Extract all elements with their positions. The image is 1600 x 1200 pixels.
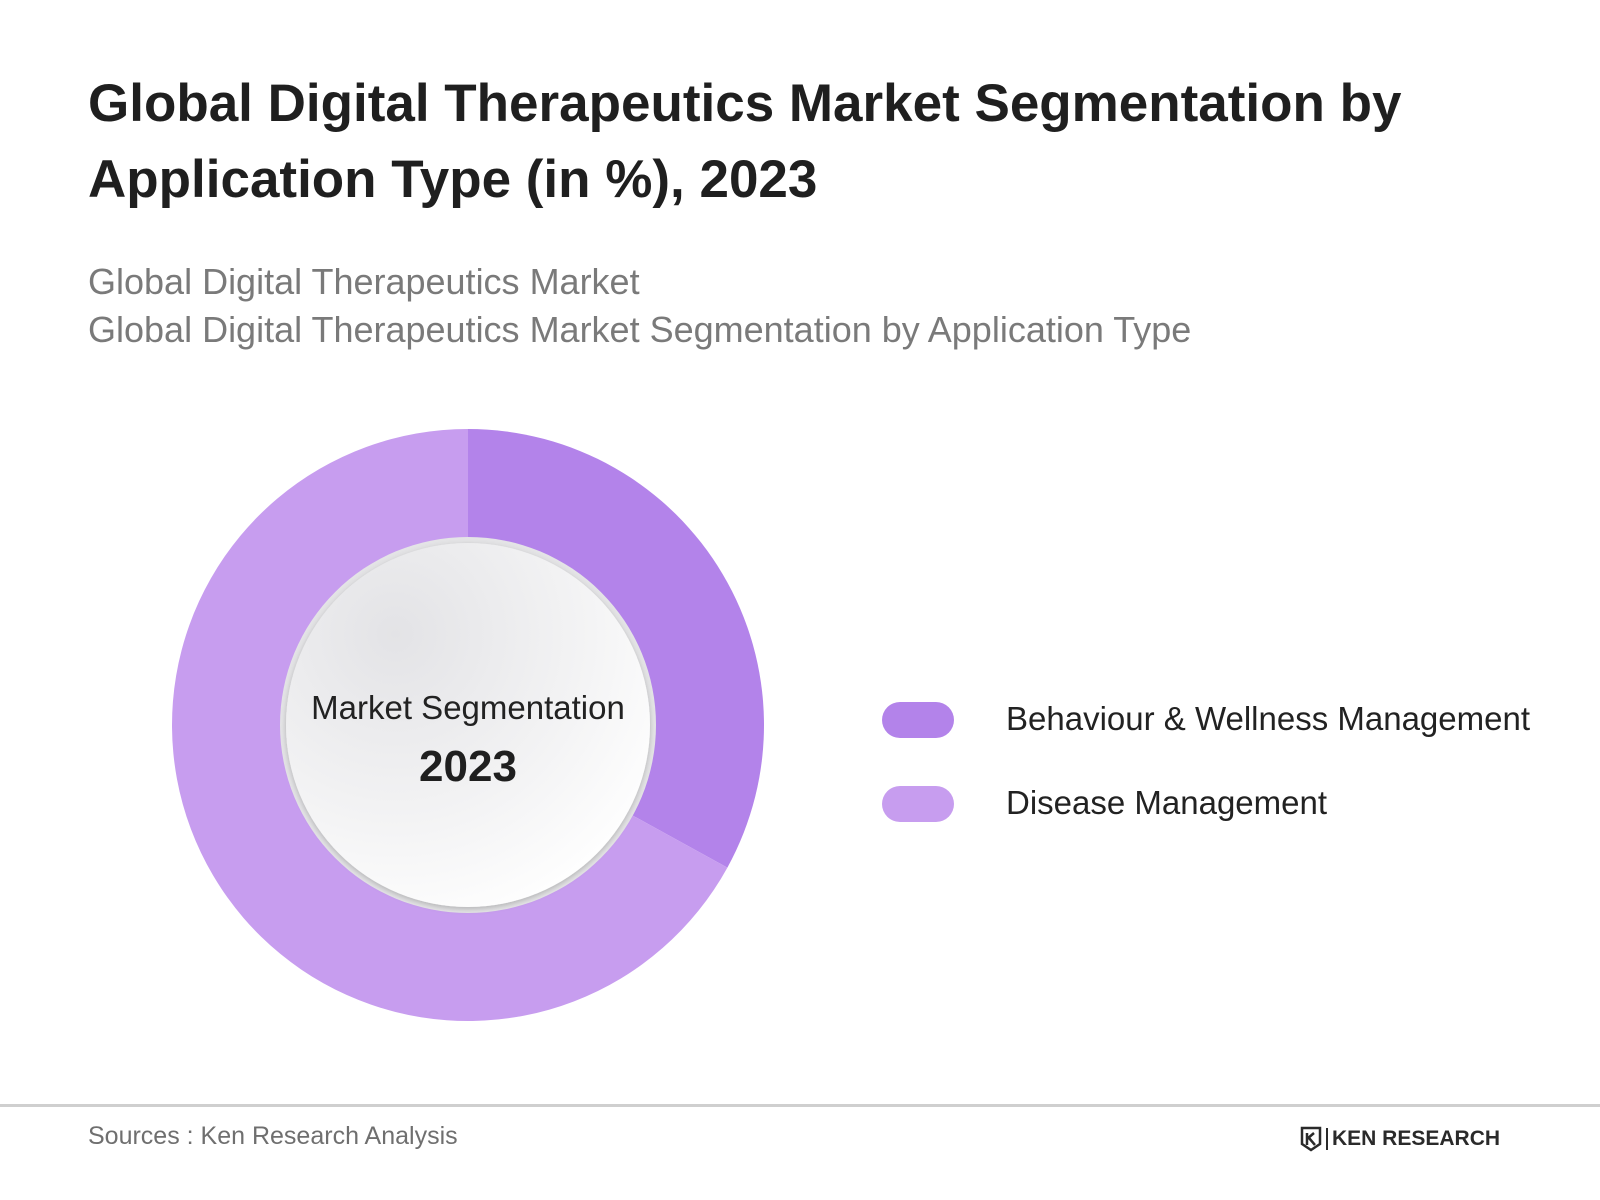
brand-logo: KEN RESEARCH — [1300, 1124, 1500, 1154]
donut-center-year: 2023 — [419, 742, 517, 791]
chart-subtitle-segmentation: Global Digital Therapeutics Market Segme… — [88, 309, 1192, 350]
ken-research-logo-icon — [1300, 1126, 1322, 1152]
legend-swatch-disease-management — [882, 786, 954, 822]
brand-separator — [1326, 1128, 1328, 1150]
legend-label-behaviour-wellness: Behaviour & Wellness Management — [1006, 700, 1531, 737]
brand-name: KEN RESEARCH — [1332, 1127, 1501, 1150]
legend-swatch-behaviour-wellness — [882, 702, 954, 738]
chart-subtitle-market: Global Digital Therapeutics Market — [88, 261, 640, 302]
legend-label-disease-management: Disease Management — [1006, 784, 1328, 821]
source-note: Sources : Ken Research Analysis — [88, 1122, 458, 1150]
donut-center-label: Market Segmentation — [311, 689, 625, 726]
donut-hub — [286, 543, 650, 907]
chart-title: Global Digital Therapeutics Market Segme… — [88, 74, 1402, 209]
footer-divider — [0, 1104, 1600, 1107]
